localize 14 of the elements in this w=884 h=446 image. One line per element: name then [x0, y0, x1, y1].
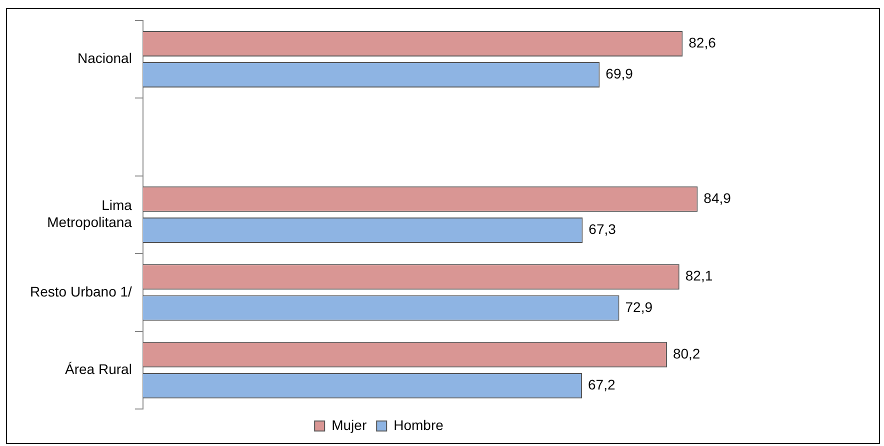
data-label: 67,2 [588, 376, 616, 393]
data-label: 72,9 [625, 298, 653, 315]
legend-label: Mujer [332, 416, 367, 433]
y-tick-label: Resto Urbano 1/ [30, 283, 132, 300]
data-label: 69,9 [606, 66, 634, 82]
y-tick-label: Lima Metropolitana [47, 197, 132, 230]
data-label: 67,3 [588, 221, 616, 238]
data-label: 82,6 [688, 34, 716, 51]
data-label: 82,1 [685, 268, 713, 284]
data-label: 80,2 [672, 345, 700, 362]
legend-label: Hombre [394, 416, 444, 433]
y-tick-label: Nacional [77, 50, 132, 66]
data-label: 84,9 [704, 190, 732, 206]
y-tick-label: Área Rural [65, 361, 132, 377]
